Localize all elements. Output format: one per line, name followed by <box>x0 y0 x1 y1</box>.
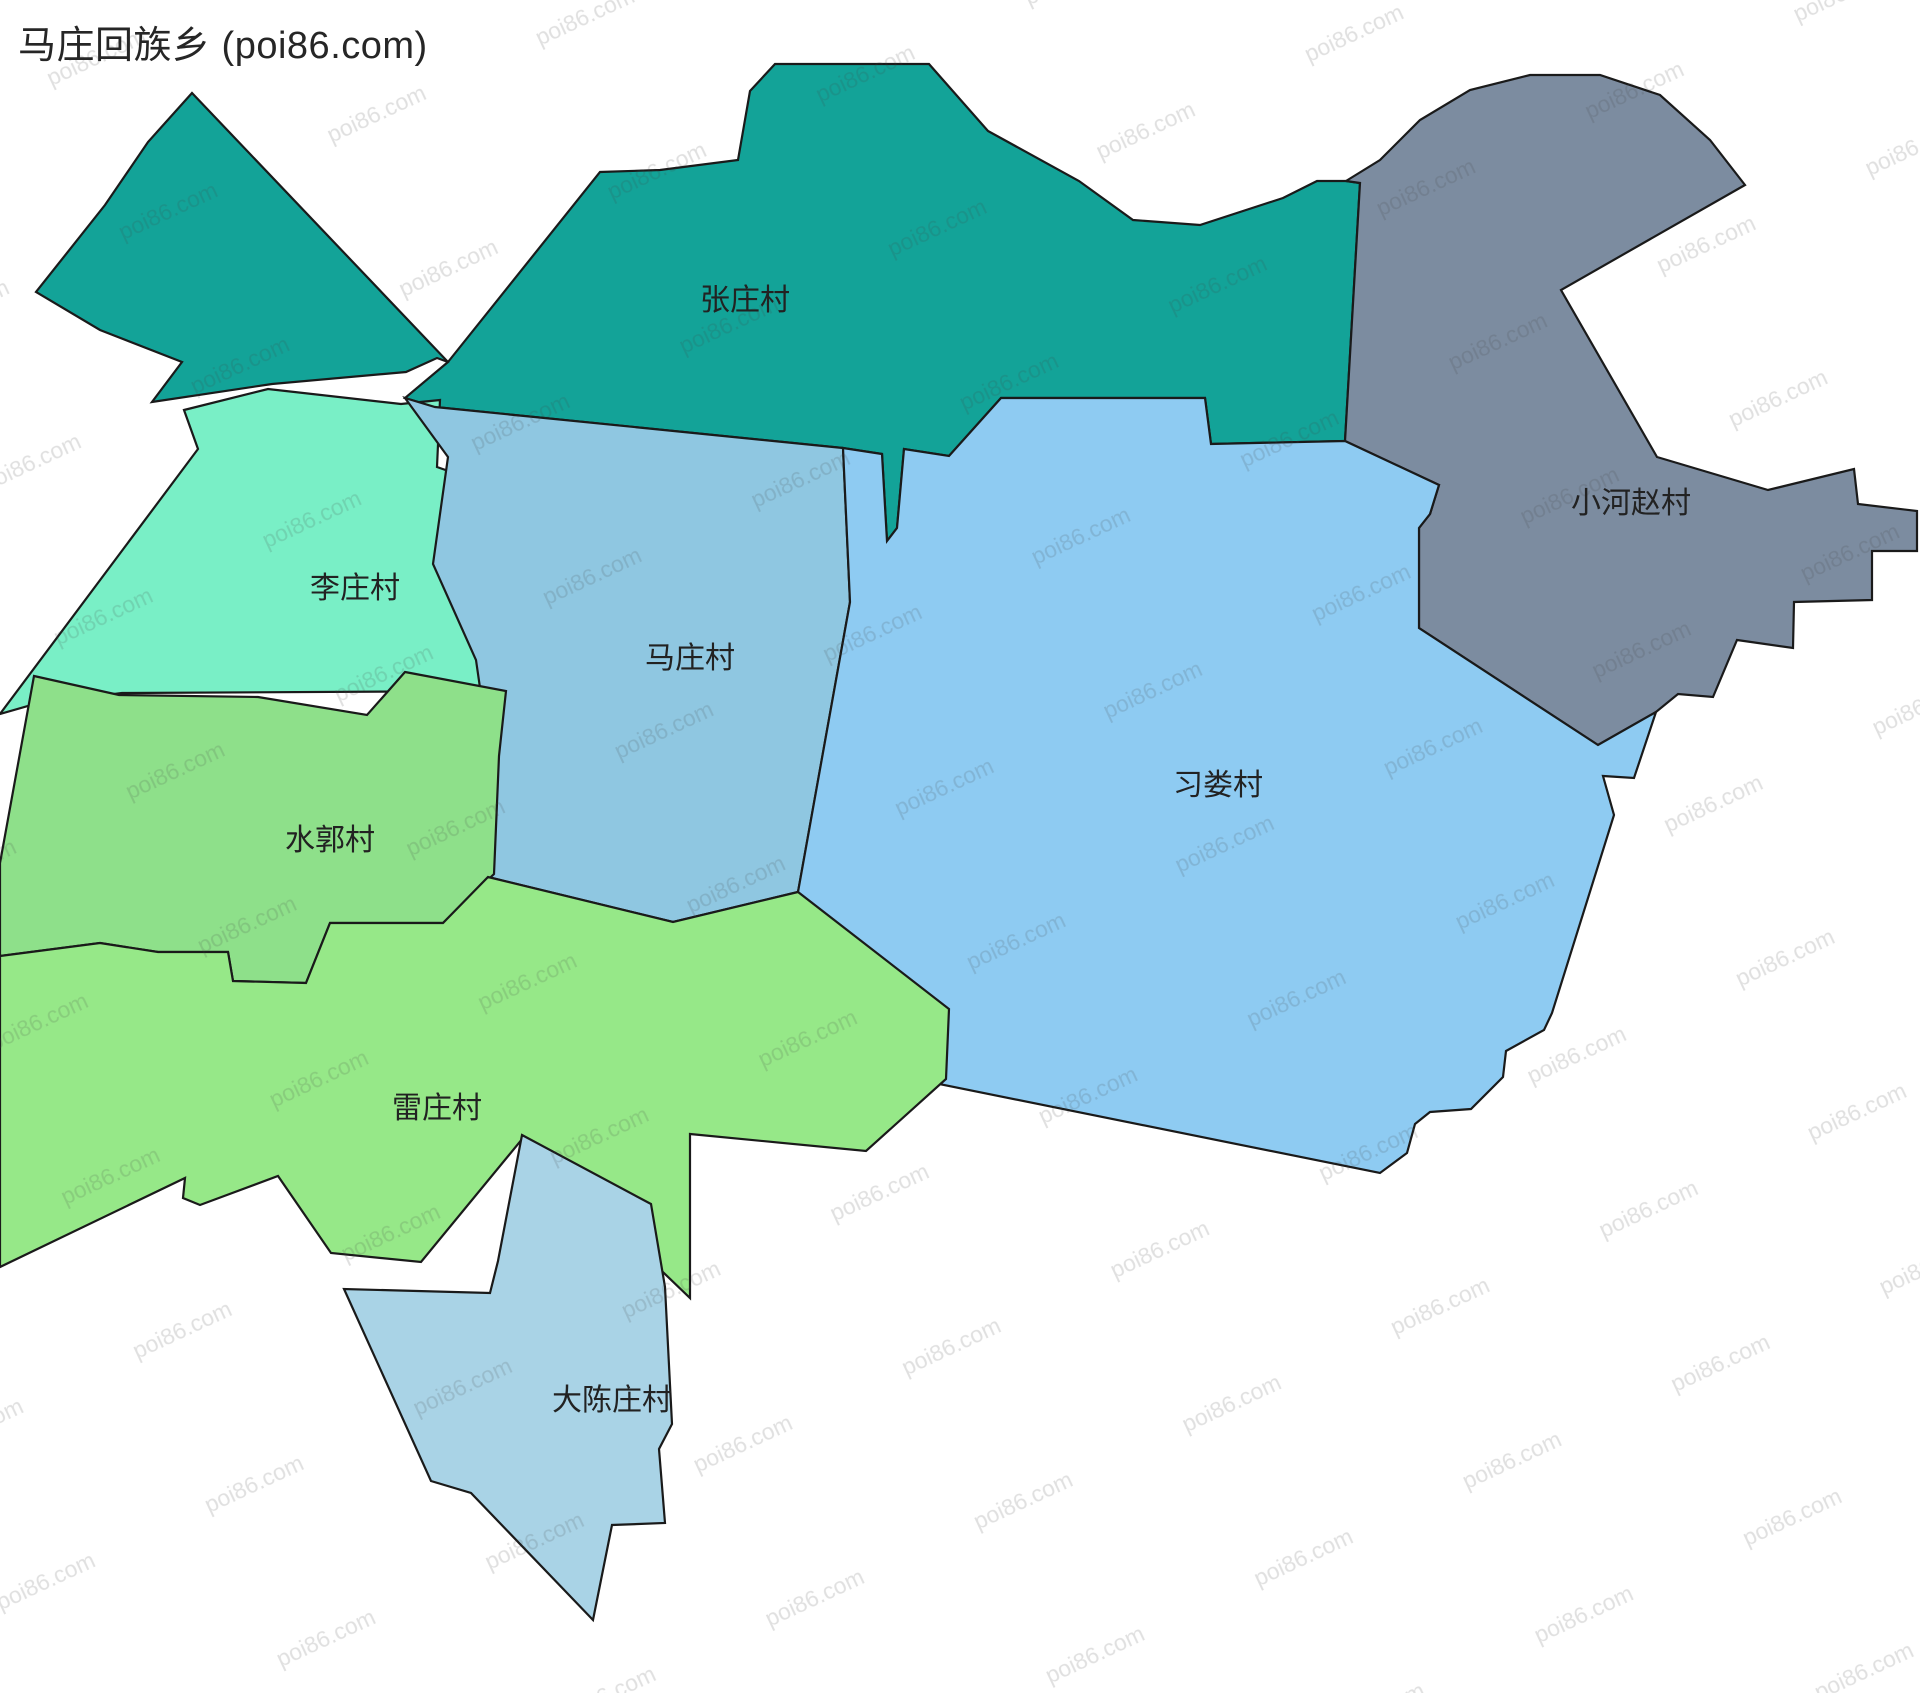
svg-text:小河赵村: 小河赵村 <box>1571 487 1691 520</box>
svg-text:大陈庄村: 大陈庄村 <box>552 1384 672 1417</box>
svg-text:水郭村: 水郭村 <box>285 824 375 857</box>
svg-text:雷庄村: 雷庄村 <box>392 1092 482 1125</box>
svg-text:李庄村: 李庄村 <box>310 572 400 605</box>
svg-text:马庄村: 马庄村 <box>645 642 735 675</box>
svg-text:习娄村: 习娄村 <box>1173 769 1263 802</box>
svg-text:张庄村: 张庄村 <box>700 284 790 317</box>
